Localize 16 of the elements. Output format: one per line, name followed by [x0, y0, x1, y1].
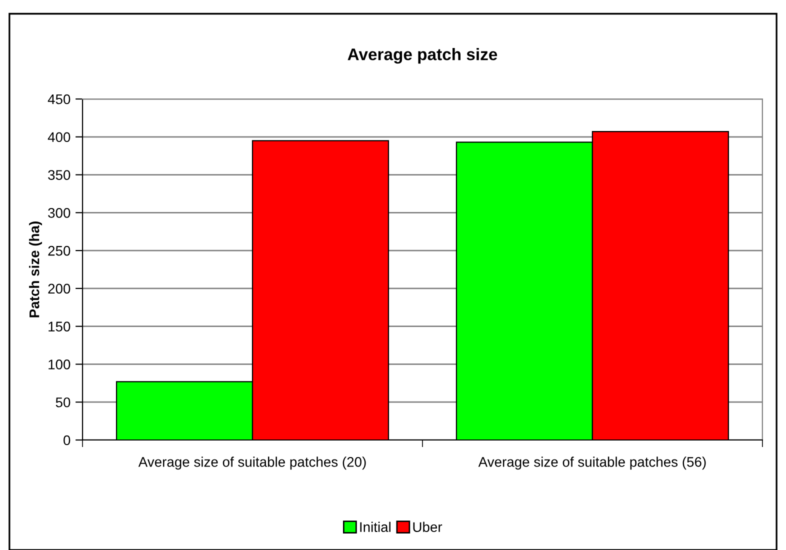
y-tick-label: 250	[48, 246, 70, 256]
y-tick-label: 200	[48, 284, 70, 294]
y-tick-label: 450	[48, 94, 70, 104]
legend-label: Initial	[360, 522, 390, 532]
y-tick-label: 400	[48, 132, 70, 142]
y-tick-label: 50	[56, 397, 70, 408]
x-tick-label: Average size of suitable patches (20)	[138, 456, 366, 470]
x-tick-label: Average size of suitable patches (56)	[478, 456, 706, 470]
y-tick-label: 150	[48, 322, 70, 332]
y-tick-label: 100	[48, 360, 70, 370]
y-tick-label: 0	[64, 435, 70, 446]
y-tick-label: 350	[48, 170, 70, 180]
chart-title: Average patch size	[348, 48, 498, 64]
legend-label: Uber	[413, 522, 442, 532]
y-axis-title: Patch size (ha)	[29, 222, 42, 318]
y-tick-label: 300	[48, 208, 70, 218]
